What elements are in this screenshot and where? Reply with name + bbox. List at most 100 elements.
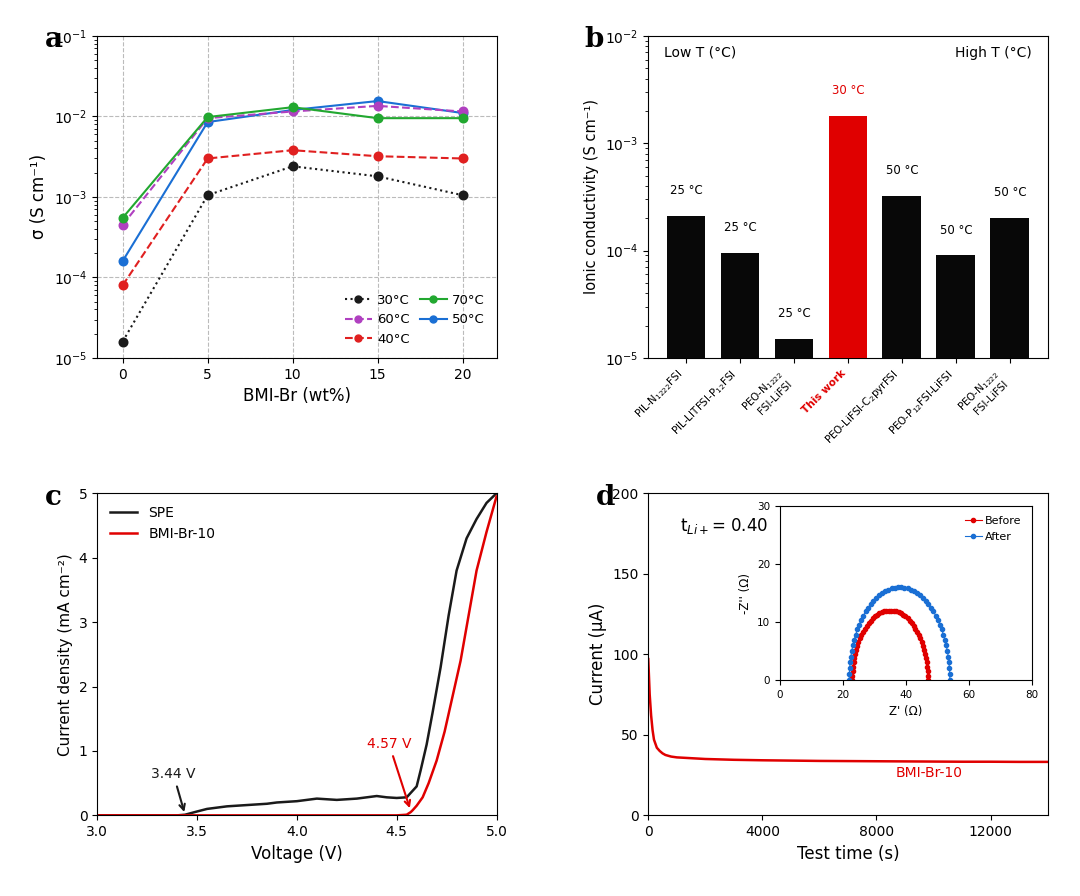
Legend: 30°C, 60°C, 40°C, 70°C, 50°C: 30°C, 60°C, 40°C, 70°C, 50°C xyxy=(340,289,490,351)
SPE xyxy=(390,793,403,804)
SPE xyxy=(401,792,414,803)
BMI-Br-10 xyxy=(462,610,475,621)
Y-axis label: σ (S cm⁻¹): σ (S cm⁻¹) xyxy=(30,154,49,239)
SPE xyxy=(110,810,123,821)
SPE xyxy=(100,810,113,821)
Legend: SPE, BMI-Br-10: SPE, BMI-Br-10 xyxy=(104,500,221,547)
X-axis label: BMI-Br (wt%): BMI-Br (wt%) xyxy=(243,387,351,405)
Y-axis label: Current density (mA cm⁻²): Current density (mA cm⁻²) xyxy=(58,553,73,755)
SPE xyxy=(150,810,163,821)
SPE xyxy=(260,798,273,809)
SPE xyxy=(470,513,483,524)
SPE xyxy=(350,793,363,804)
BMI-Br-10 xyxy=(404,806,417,817)
Text: 50 °C: 50 °C xyxy=(994,186,1026,199)
SPE xyxy=(442,610,455,621)
Text: 4.57 V: 4.57 V xyxy=(367,737,411,806)
BMI-Br-10 xyxy=(251,810,264,821)
Line: SPE: SPE xyxy=(97,493,497,815)
SPE xyxy=(190,806,203,817)
BMI-Br-10 xyxy=(330,810,343,821)
BMI-Br-10 xyxy=(446,691,459,702)
Text: BMI-Br-10: BMI-Br-10 xyxy=(895,766,963,780)
BMI-Br-10 xyxy=(350,810,363,821)
BMI-Br-10 xyxy=(438,727,451,737)
SPE xyxy=(434,662,447,673)
BMI-Br-10 xyxy=(416,792,429,803)
BMI-Br-10 xyxy=(110,810,123,821)
Text: Low T (°C): Low T (°C) xyxy=(664,46,737,59)
SPE xyxy=(161,810,174,821)
Line: BMI-Br-10: BMI-Br-10 xyxy=(97,496,497,815)
SPE xyxy=(91,810,104,821)
BMI-Br-10 xyxy=(454,655,467,666)
BMI-Br-10 xyxy=(291,810,303,821)
SPE xyxy=(291,796,303,806)
Text: 25 °C: 25 °C xyxy=(670,184,702,197)
Text: 25 °C: 25 °C xyxy=(778,307,810,320)
SPE xyxy=(370,790,383,801)
X-axis label: Test time (s): Test time (s) xyxy=(797,845,900,863)
X-axis label: Voltage (V): Voltage (V) xyxy=(251,845,342,863)
BMI-Br-10 xyxy=(150,810,163,821)
BMI-Br-10 xyxy=(390,810,403,821)
BMI-Br-10 xyxy=(401,809,414,820)
SPE xyxy=(460,533,473,544)
SPE xyxy=(131,810,144,821)
Bar xyxy=(720,253,759,896)
BMI-Br-10 xyxy=(211,810,224,821)
BMI-Br-10 xyxy=(91,810,104,821)
Text: d: d xyxy=(596,484,616,511)
SPE xyxy=(450,565,463,576)
SPE xyxy=(340,794,353,805)
SPE xyxy=(220,801,233,812)
BMI-Br-10 xyxy=(410,800,423,811)
Text: t$_{Li+}$= 0.40: t$_{Li+}$= 0.40 xyxy=(680,516,769,536)
BMI-Br-10 xyxy=(490,491,503,502)
BMI-Br-10 xyxy=(190,810,203,821)
Text: 30 °C: 30 °C xyxy=(832,84,864,97)
BMI-Br-10 xyxy=(370,810,383,821)
SPE xyxy=(427,707,440,718)
SPE xyxy=(281,797,294,807)
SPE xyxy=(420,739,433,750)
SPE xyxy=(171,810,184,821)
Text: 25 °C: 25 °C xyxy=(724,221,756,234)
SPE xyxy=(481,497,494,508)
BMI-Br-10 xyxy=(270,810,283,821)
SPE xyxy=(270,797,283,808)
SPE xyxy=(121,810,134,821)
SPE xyxy=(241,799,254,810)
Text: 50 °C: 50 °C xyxy=(940,224,972,237)
BMI-Br-10 xyxy=(422,778,435,788)
SPE xyxy=(178,809,191,820)
SPE xyxy=(230,800,243,811)
SPE xyxy=(380,792,393,803)
Bar xyxy=(882,196,921,896)
Y-axis label: Current (μA): Current (μA) xyxy=(589,603,607,705)
BMI-Br-10 xyxy=(171,810,184,821)
BMI-Br-10 xyxy=(481,527,494,538)
Text: 50 °C: 50 °C xyxy=(886,165,918,177)
Text: b: b xyxy=(584,26,604,53)
Bar xyxy=(774,339,813,896)
Text: c: c xyxy=(45,484,63,511)
SPE xyxy=(201,804,214,814)
SPE xyxy=(321,794,334,805)
Text: a: a xyxy=(45,26,64,53)
Bar xyxy=(936,255,975,896)
SPE xyxy=(330,795,343,806)
Text: 3.44 V: 3.44 V xyxy=(151,767,195,810)
BMI-Br-10 xyxy=(230,810,243,821)
SPE xyxy=(140,810,153,821)
SPE xyxy=(310,793,323,804)
BMI-Br-10 xyxy=(430,755,443,766)
BMI-Br-10 xyxy=(406,805,419,815)
SPE xyxy=(251,799,264,810)
BMI-Br-10 xyxy=(470,565,483,576)
SPE xyxy=(490,487,503,498)
Bar xyxy=(828,116,867,896)
BMI-Br-10 xyxy=(310,810,323,821)
Bar xyxy=(990,219,1029,896)
Y-axis label: Ionic conductivity (S cm⁻¹): Ionic conductivity (S cm⁻¹) xyxy=(584,99,599,295)
